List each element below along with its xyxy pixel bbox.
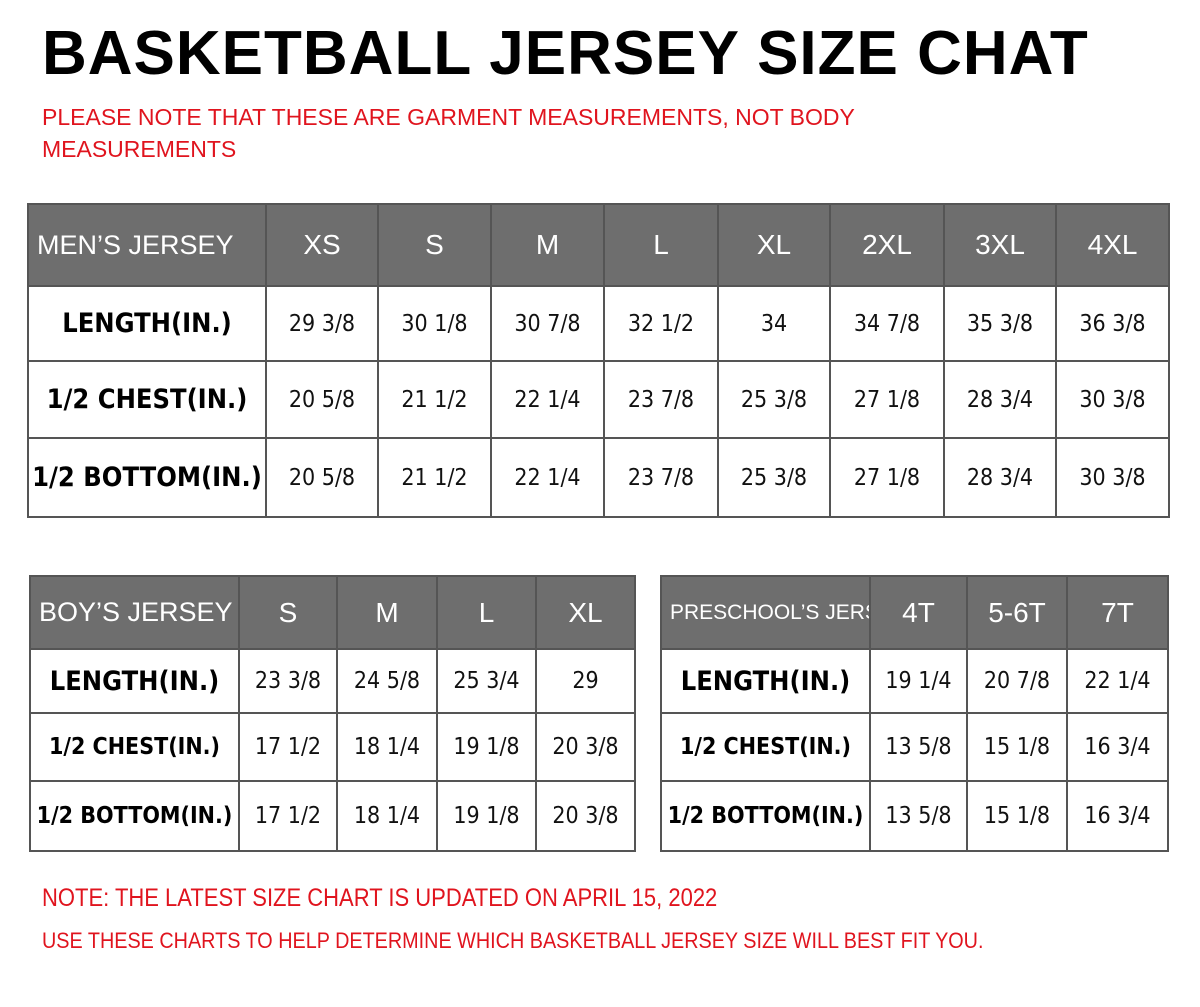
measurement-value: 18 1/4 (336, 780, 438, 852)
measurement-value: 19 1/8 (436, 712, 537, 782)
measurement-value: 16 3/4 (1066, 780, 1169, 852)
measurement-label: LENGTH(IN.) (27, 285, 267, 362)
size-header-cell: S (238, 575, 338, 650)
measurement-value: 34 (717, 285, 831, 362)
measurement-value: 17 1/2 (238, 712, 338, 782)
size-header-cell: L (436, 575, 537, 650)
garment-note-line-2: MEASUREMENTS (42, 136, 237, 162)
measurement-value: 25 3/8 (717, 437, 831, 518)
size-header-cell: M (490, 203, 605, 287)
measurement-value: 25 3/8 (717, 360, 831, 439)
measurement-value: 36 3/8 (1055, 285, 1170, 362)
measurement-value: 20 3/8 (535, 780, 636, 852)
measurement-value: 20 5/8 (265, 437, 379, 518)
measurement-value: 21 1/2 (377, 360, 492, 439)
size-header-cell: XL (535, 575, 636, 650)
measurement-value: 30 3/8 (1055, 437, 1170, 518)
measurement-value: 19 1/4 (869, 648, 968, 714)
update-note: NOTE: THE LATEST SIZE CHART IS UPDATED O… (42, 884, 718, 912)
size-header-cell: 4XL (1055, 203, 1170, 287)
measurement-label: 1/2 BOTTOM(IN.) (27, 437, 267, 518)
measurement-value: 27 1/8 (829, 437, 945, 518)
table-title-cell: PRESCHOOL’S JERSEY (660, 575, 871, 650)
table-row: 1/2 CHEST(IN.) 20 5/8 21 1/2 22 1/4 23 7/8 25… (27, 360, 1170, 439)
measurement-value: 20 3/8 (535, 712, 636, 782)
measurement-value: 27 1/8 (829, 360, 945, 439)
size-header-cell: L (603, 203, 719, 287)
measurement-value: 19 1/8 (436, 780, 537, 852)
measurement-label: 1/2 BOTTOM(IN.) (660, 780, 871, 852)
measurement-value: 25 3/4 (436, 648, 537, 714)
measurement-value: 29 3/8 (265, 285, 379, 362)
measurement-value: 22 1/4 (490, 437, 605, 518)
table-row: 1/2 BOTTOM(IN.) 13 5/8 15 1/8 16 3/4 (660, 780, 1169, 852)
measurement-label: LENGTH(IN.) (660, 648, 871, 714)
measurement-label: 1/2 BOTTOM(IN.) (29, 780, 240, 852)
measurement-label: 1/2 CHEST(IN.) (27, 360, 267, 439)
page-title: BASKETBALL JERSEY SIZE CHAT (42, 19, 1089, 88)
size-header-cell: 4T (869, 575, 968, 650)
header-row: MEN’S JERSEY XS S M L XL 2XL 3XL 4XL (27, 203, 1170, 287)
table-row: 1/2 BOTTOM(IN.) 17 1/2 18 1/4 19 1/8 20 3/8 (29, 780, 636, 852)
table-row: 1/2 CHEST(IN.) 17 1/2 18 1/4 19 1/8 20 3/8 (29, 712, 636, 782)
garment-note-line-1: PLEASE NOTE THAT THESE ARE GARMENT MEASU… (42, 104, 855, 130)
measurement-value: 32 1/2 (603, 285, 719, 362)
measurement-value: 30 7/8 (490, 285, 605, 362)
measurement-value: 23 7/8 (603, 360, 719, 439)
measurement-value: 22 1/4 (490, 360, 605, 439)
measurement-value: 30 1/8 (377, 285, 492, 362)
measurement-value: 18 1/4 (336, 712, 438, 782)
measurement-label: LENGTH(IN.) (29, 648, 240, 714)
fit-note: USE THESE CHARTS TO HELP DETERMINE WHICH… (42, 928, 984, 953)
measurement-label: 1/2 CHEST(IN.) (29, 712, 240, 782)
mens-size-table: MEN’S JERSEY XS S M L XL 2XL 3XL 4XL LENGTH(IN.) 2… (27, 203, 1170, 518)
measurement-value: 24 5/8 (336, 648, 438, 714)
size-header-cell: XL (717, 203, 831, 287)
measurement-value: 20 7/8 (966, 648, 1068, 714)
size-header-cell: 7T (1066, 575, 1169, 650)
measurement-value: 29 (535, 648, 636, 714)
table-row: 1/2 CHEST(IN.) 13 5/8 15 1/8 16 3/4 (660, 712, 1169, 782)
table-row: LENGTH(IN.) 29 3/8 30 1/8 30 7/8 32 1/2 34 34 … (27, 285, 1170, 362)
preschool-size-table: PRESCHOOL’S JERSEY4T5-6T7TLENGTH(IN.)19 … (660, 575, 1169, 852)
table-title-cell: BOY’S JERSEY (29, 575, 240, 650)
size-header-cell: 3XL (943, 203, 1057, 287)
measurement-value: 17 1/2 (238, 780, 338, 852)
measurement-value: 23 3/8 (238, 648, 338, 714)
measurement-value: 30 3/8 (1055, 360, 1170, 439)
boys-size-table: BOY’S JERSEY S M L XL LENGTH(IN.) 23 3/8 24 5/8… (29, 575, 636, 852)
measurement-value: 16 3/4 (1066, 712, 1169, 782)
measurement-value: 20 5/8 (265, 360, 379, 439)
size-header-cell: XS (265, 203, 379, 287)
measurement-value: 23 7/8 (603, 437, 719, 518)
measurement-label: 1/2 CHEST(IN.) (660, 712, 871, 782)
size-header-cell: M (336, 575, 438, 650)
table-title-cell: MEN’S JERSEY (27, 203, 267, 287)
measurement-value: 13 5/8 (869, 780, 968, 852)
table-row: LENGTH(IN.) 23 3/8 24 5/8 25 3/4 29 (29, 648, 636, 714)
measurement-value: 15 1/8 (966, 780, 1068, 852)
measurement-value: 15 1/8 (966, 712, 1068, 782)
table-row: 1/2 BOTTOM(IN.) 20 5/8 21 1/2 22 1/4 23 7/8 2… (27, 437, 1170, 518)
size-header-cell: 2XL (829, 203, 945, 287)
size-header-cell: S (377, 203, 492, 287)
measurement-value: 21 1/2 (377, 437, 492, 518)
measurement-value: 22 1/4 (1066, 648, 1169, 714)
size-header-cell: 5-6T (966, 575, 1068, 650)
header-row: BOY’S JERSEY S M L XL (29, 575, 636, 650)
measurement-value: 35 3/8 (943, 285, 1057, 362)
measurement-value: 28 3/4 (943, 437, 1057, 518)
measurement-value: 13 5/8 (869, 712, 968, 782)
measurement-value: 34 7/8 (829, 285, 945, 362)
table-row: LENGTH(IN.) 19 1/4 20 7/8 22 1/4 (660, 648, 1169, 714)
measurement-value: 28 3/4 (943, 360, 1057, 439)
